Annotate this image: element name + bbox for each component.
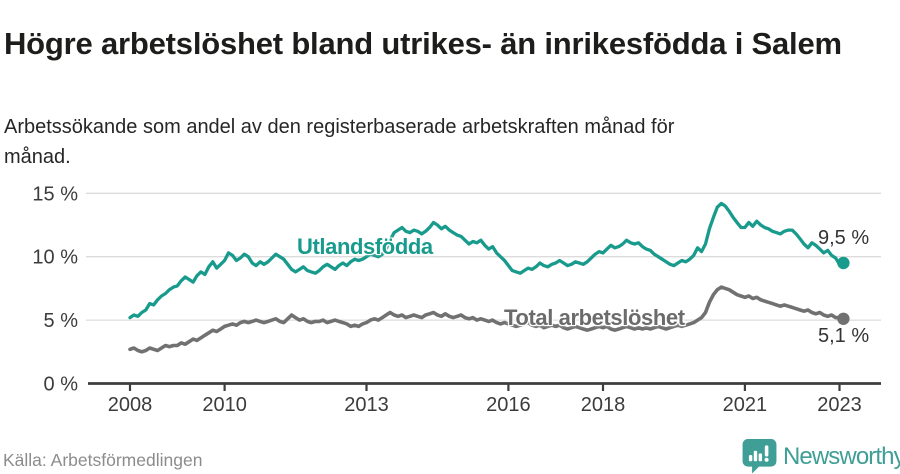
series-label-utlandsfodda: Utlandsfödda xyxy=(297,234,433,259)
series-line-total xyxy=(128,285,846,354)
y-tick-label: 10 % xyxy=(32,247,78,269)
x-tick-label: 2021 xyxy=(723,394,768,416)
bar-3 xyxy=(758,453,763,462)
exclamation-stem xyxy=(764,445,769,457)
y-tick-label: 15 % xyxy=(32,183,78,205)
y-tick-label: 5 % xyxy=(44,310,79,332)
x-tick-label: 2010 xyxy=(202,394,247,416)
newsworthy-speech-bubble-chart-icon xyxy=(742,439,777,474)
x-tick-label: 2013 xyxy=(344,394,389,416)
page-title: Högre arbetslöshet bland utrikes- än inr… xyxy=(4,25,842,61)
source-note: Källa: Arbetsförmedlingen xyxy=(3,450,203,470)
series-line-utlandsfodda xyxy=(128,201,846,320)
newsworthy-logo-text: Newsworthy xyxy=(783,443,900,470)
exclamation-dot xyxy=(764,457,769,462)
x-tick-label: 2023 xyxy=(817,394,862,416)
end-dot-total xyxy=(837,312,850,325)
x-tick-label: 2018 xyxy=(581,394,626,416)
bar-2 xyxy=(753,450,758,462)
x-tick-label: 2008 xyxy=(108,394,153,416)
y-tick-label: 0 % xyxy=(44,374,79,396)
page-subtitle: Arbetssökande som andel av den registerb… xyxy=(4,116,675,168)
end-dot-utlandsfodda xyxy=(837,256,850,270)
end-value-total: 5,1 % xyxy=(818,325,870,347)
end-value-utlandsfodda: 9,5 % xyxy=(818,227,870,249)
bar-1 xyxy=(748,454,753,462)
newsworthy-logo: Newsworthy xyxy=(741,438,900,474)
series-label-total: Total arbetslöshet xyxy=(504,305,685,330)
x-tick-label: 2016 xyxy=(486,394,531,416)
